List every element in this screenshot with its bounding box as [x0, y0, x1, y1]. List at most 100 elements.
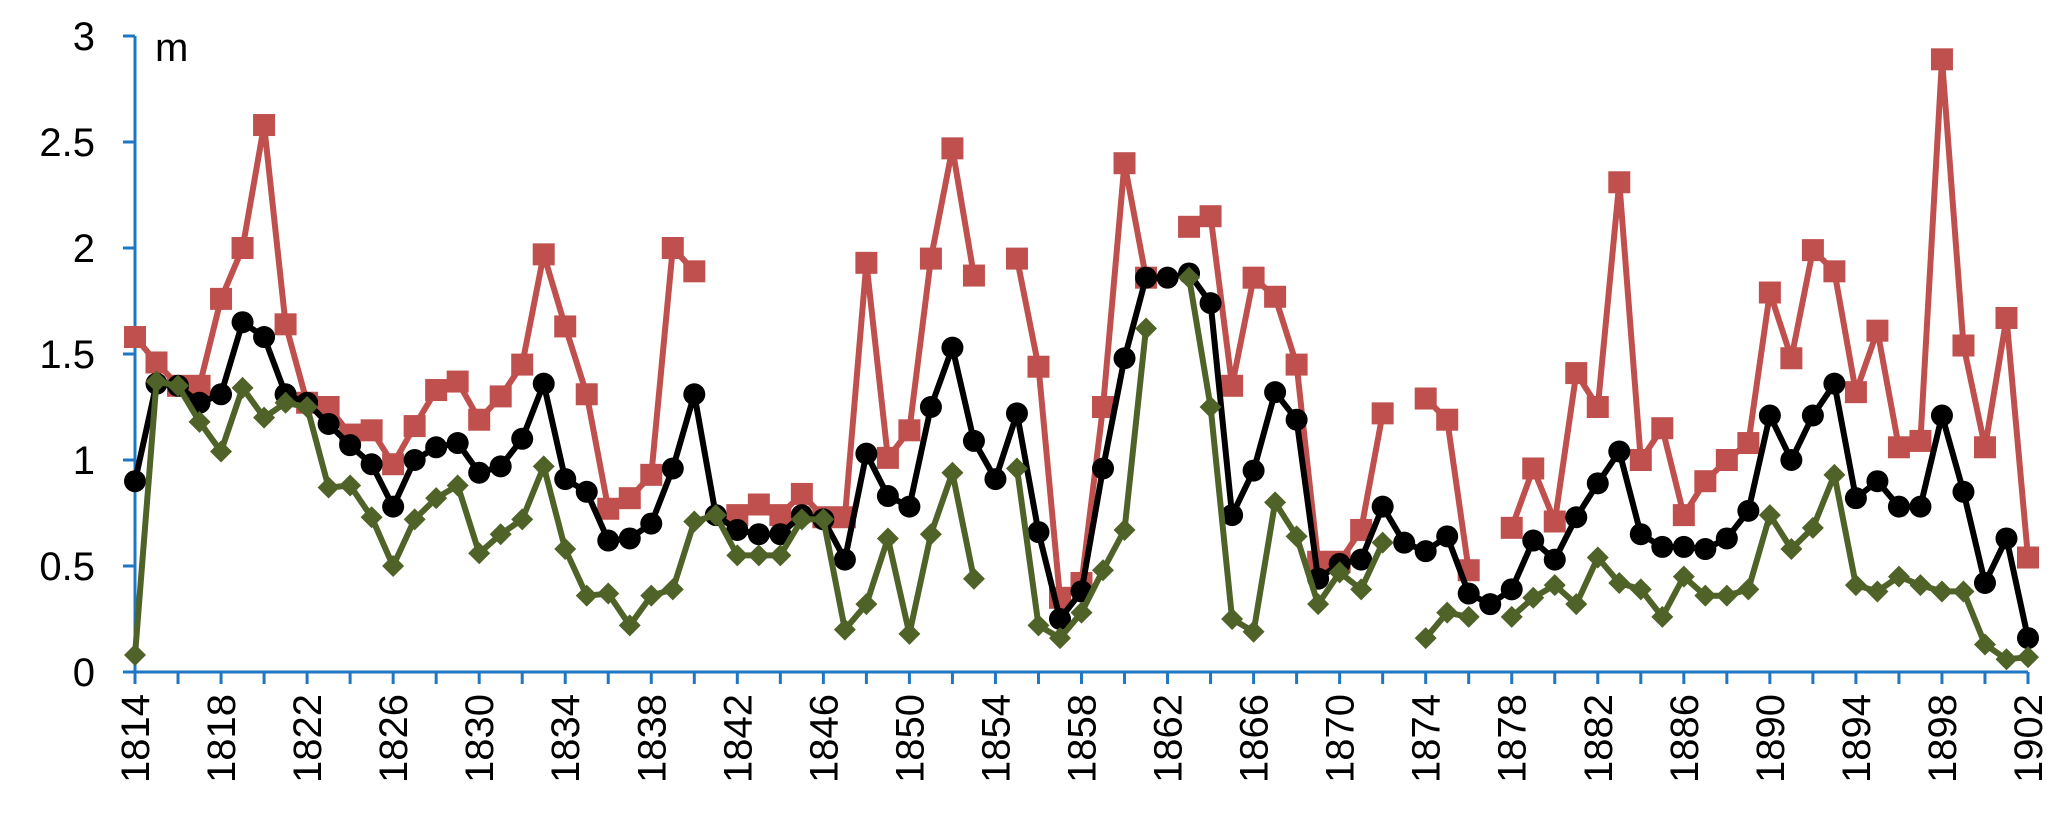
- data-point: [1092, 396, 1115, 418]
- data-point: [1930, 580, 1953, 603]
- data-point: [1801, 404, 1824, 427]
- data-point: [2017, 627, 2039, 650]
- data-point: [554, 538, 577, 561]
- data-point: [661, 578, 684, 601]
- data-point: [1758, 281, 1781, 304]
- x-tick-label: 1814: [114, 694, 158, 783]
- data-point: [1048, 608, 1071, 630]
- data-point: [833, 548, 856, 571]
- data-point: [941, 461, 964, 484]
- y-tick-label: 0.5: [39, 545, 95, 589]
- data-point: [575, 480, 598, 503]
- data-point: [425, 487, 448, 510]
- data-point: [683, 260, 706, 283]
- data-point: [855, 593, 878, 616]
- data-point: [1048, 627, 1071, 650]
- data-point: [1242, 459, 1265, 482]
- data-point: [382, 453, 405, 476]
- data-point: [1371, 531, 1394, 554]
- data-point: [532, 372, 555, 395]
- data-point: [1608, 171, 1631, 194]
- data-point: [1113, 347, 1136, 370]
- data-point: [446, 370, 469, 393]
- data-point: [1608, 440, 1631, 463]
- data-point: [145, 351, 168, 374]
- data-point: [554, 315, 577, 338]
- data-point: [1565, 593, 1588, 616]
- data-point: [1930, 404, 1953, 427]
- data-point: [468, 542, 491, 565]
- data-point: [984, 468, 1007, 491]
- data-point: [489, 455, 512, 478]
- y-unit-label: m: [155, 26, 188, 70]
- data-point: [1995, 306, 2018, 329]
- data-point: [1973, 571, 1996, 594]
- data-point: [1543, 510, 1566, 533]
- data-point: [1436, 525, 1459, 548]
- data-point: [511, 508, 534, 531]
- data-point: [726, 544, 749, 567]
- data-point: [1844, 487, 1867, 510]
- data-point: [360, 506, 383, 529]
- data-point: [1135, 266, 1158, 289]
- data-point: [1199, 205, 1222, 228]
- data-point: [253, 326, 276, 349]
- data-point: [640, 512, 663, 535]
- data-point: [876, 446, 899, 469]
- data-point: [1264, 381, 1287, 404]
- data-point: [833, 618, 856, 641]
- data-point: [403, 508, 426, 531]
- series-line: [132, 378, 977, 656]
- data-point: [962, 429, 985, 452]
- data-point: [1586, 472, 1609, 495]
- data-point: [1264, 285, 1287, 308]
- data-point: [1414, 387, 1437, 410]
- data-point: [1715, 527, 1738, 550]
- data-point: [1522, 457, 1545, 480]
- data-point: [683, 383, 706, 406]
- data-point: [769, 504, 792, 527]
- data-point: [683, 510, 706, 533]
- data-point: [962, 567, 985, 590]
- data-point: [1113, 518, 1136, 541]
- data-point: [425, 436, 448, 459]
- data-point: [919, 523, 942, 546]
- data-point: [489, 523, 512, 546]
- data-point: [532, 243, 555, 266]
- data-point: [1500, 605, 1523, 628]
- y-tick-label: 2: [73, 227, 95, 271]
- series-line: [735, 145, 977, 521]
- x-tick-label: 1838: [630, 694, 674, 783]
- data-point: [1350, 578, 1373, 601]
- data-point: [1092, 559, 1115, 582]
- data-point: [855, 442, 878, 465]
- data-point: [1371, 495, 1394, 518]
- data-point: [941, 137, 964, 160]
- data-point: [1629, 449, 1652, 471]
- data-point: [1887, 565, 1910, 588]
- data-point: [1027, 355, 1050, 378]
- data-point: [124, 470, 146, 493]
- data-point: [425, 379, 448, 402]
- data-point: [1543, 574, 1566, 597]
- data-point: [446, 474, 469, 497]
- data-point: [747, 544, 770, 567]
- data-point: [1780, 449, 1803, 471]
- data-point: [253, 114, 276, 137]
- data-point: [1328, 561, 1351, 584]
- data-point: [511, 427, 534, 450]
- data-point: [1758, 504, 1781, 527]
- data-point: [446, 432, 469, 455]
- data-point: [618, 614, 641, 637]
- data-point: [360, 419, 383, 442]
- data-point: [1952, 580, 1975, 603]
- x-tick-label: 1854: [974, 694, 1018, 783]
- data-point: [1005, 457, 1028, 480]
- data-point: [704, 504, 727, 527]
- data-point: [661, 237, 684, 259]
- data-point: [1887, 495, 1910, 518]
- data-point: [317, 396, 340, 418]
- x-tick-label: 1886: [1663, 694, 1707, 783]
- data-point: [597, 582, 620, 605]
- x-tick-label: 1850: [888, 694, 932, 783]
